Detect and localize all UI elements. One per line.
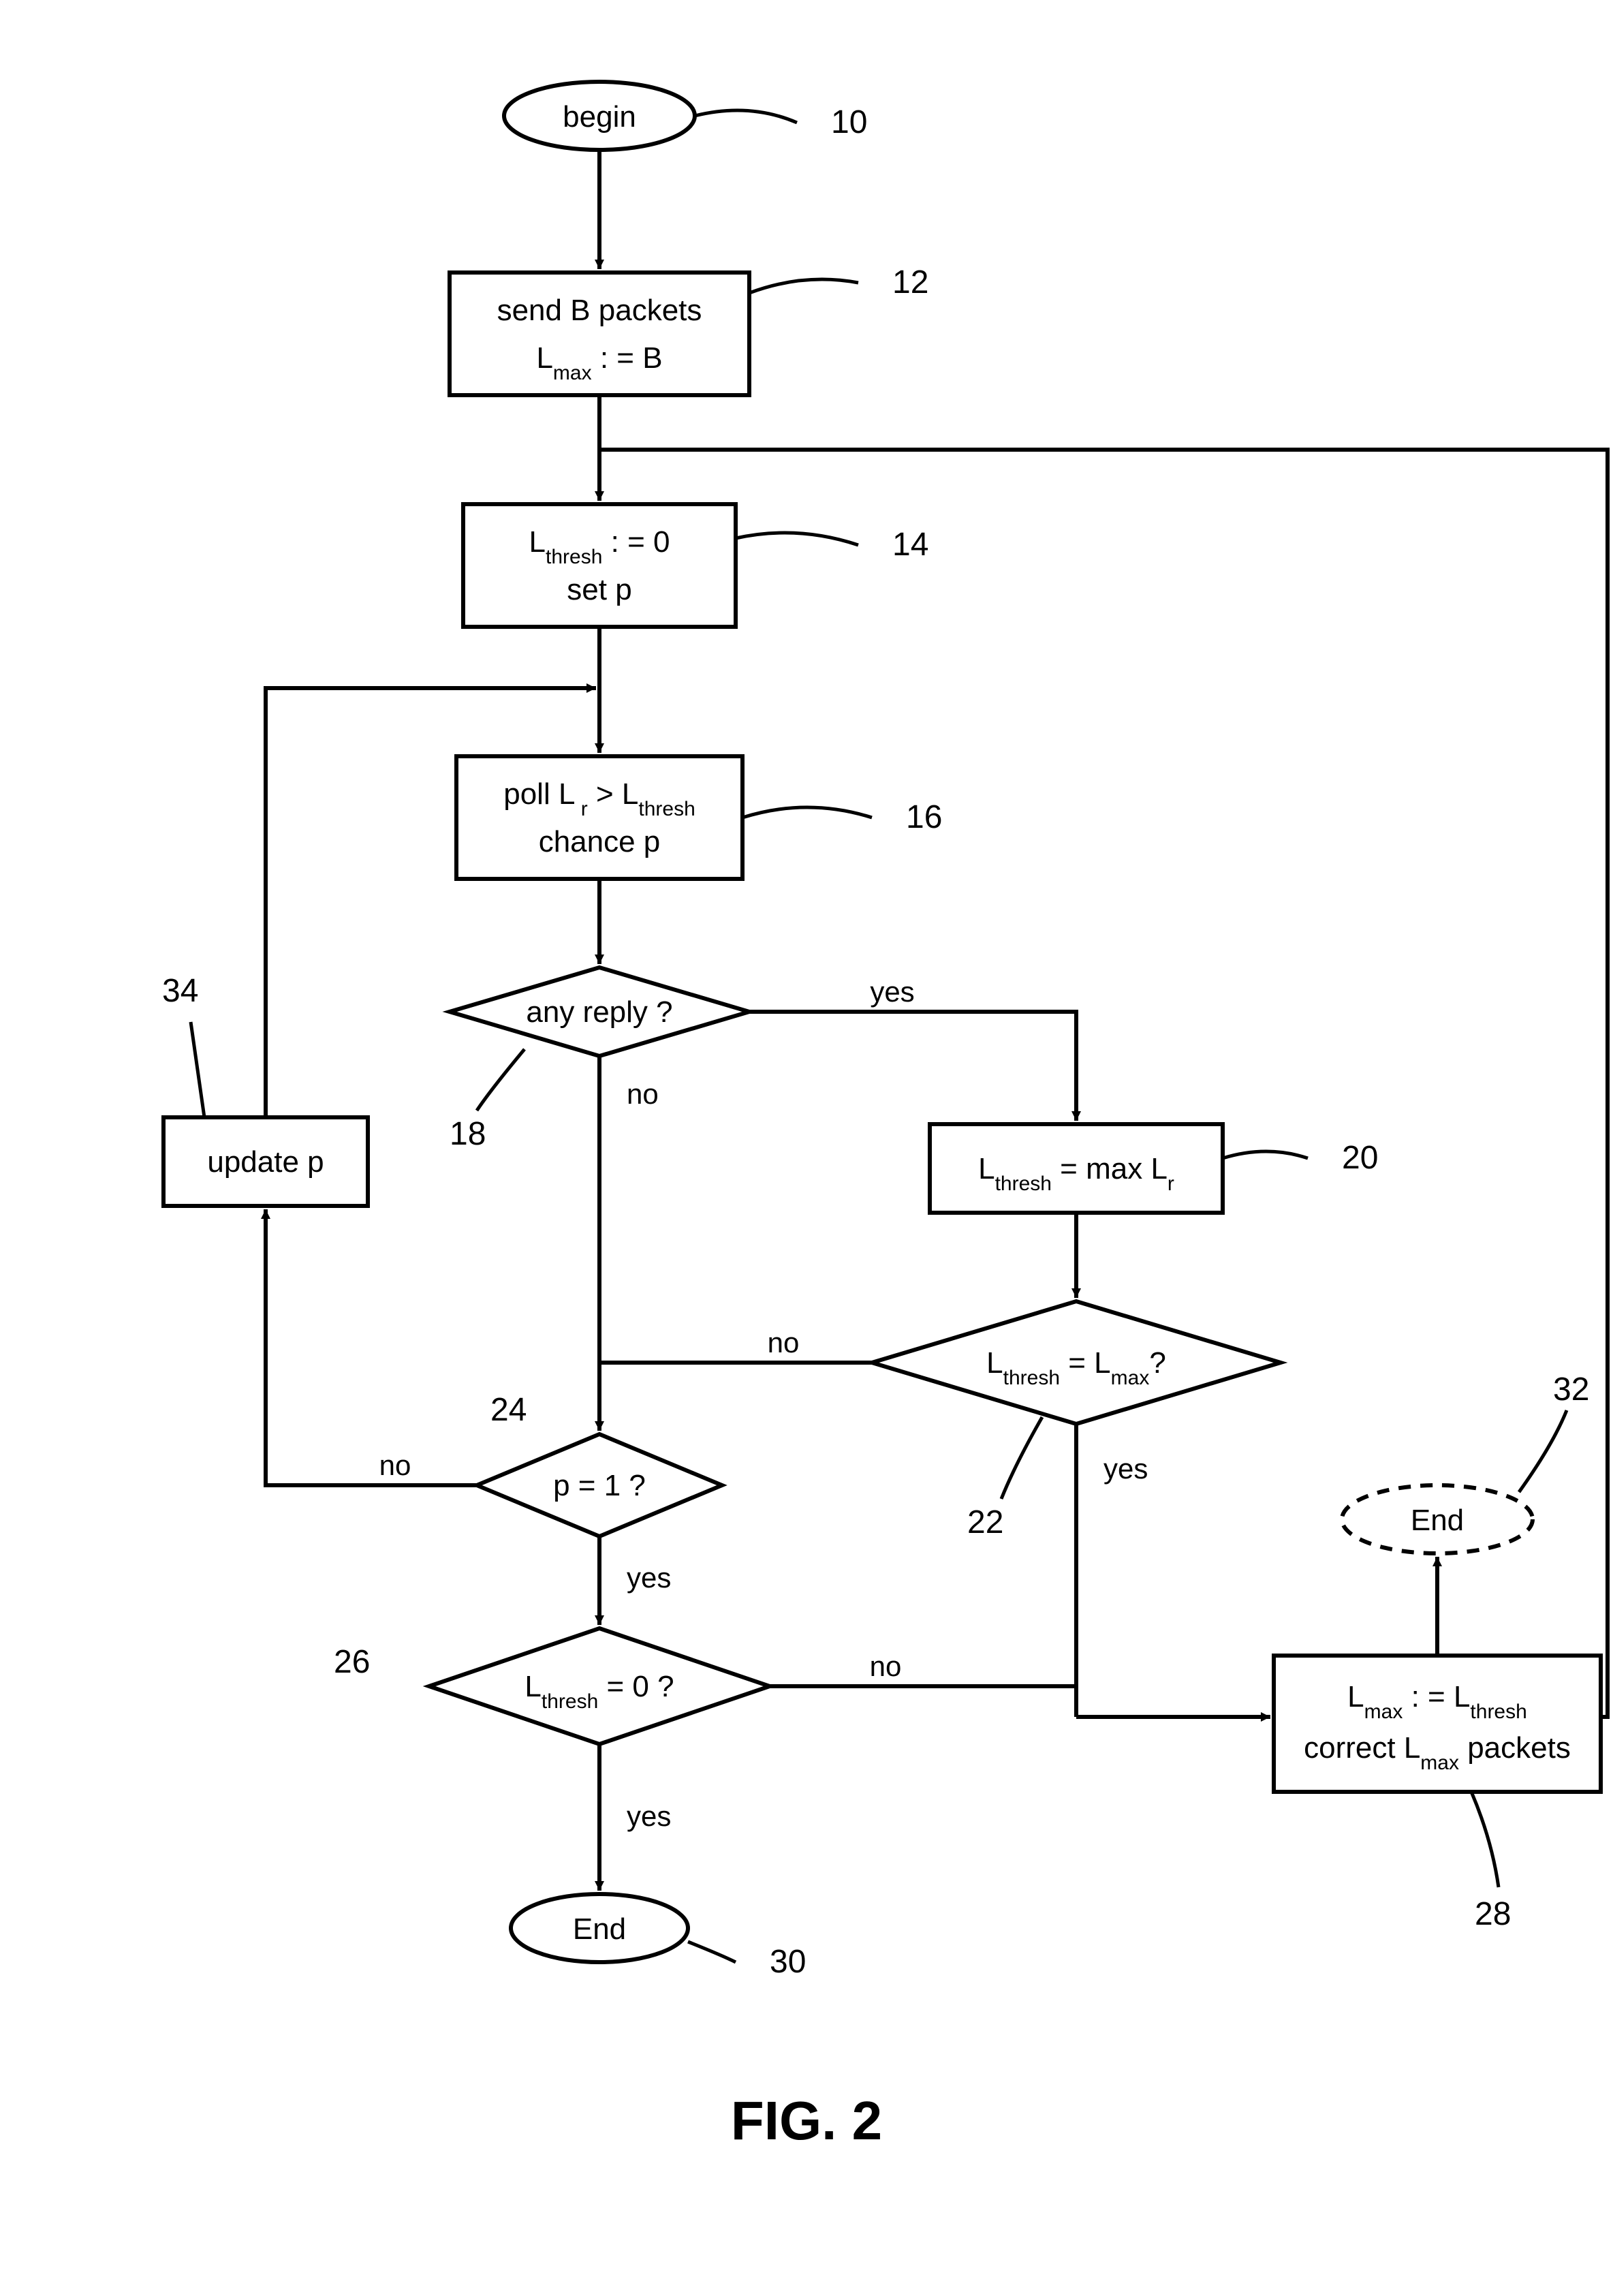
svg-text:update p: update p — [207, 1145, 324, 1179]
edge-22-24: no — [599, 1327, 872, 1363]
svg-text:chance p: chance p — [539, 825, 661, 858]
svg-text:set p: set p — [567, 573, 631, 606]
svg-text:14: 14 — [892, 527, 928, 563]
svg-text:p = 1 ?: p = 1 ? — [553, 1469, 646, 1502]
svg-text:no: no — [870, 1650, 902, 1682]
svg-text:12: 12 — [892, 264, 928, 300]
node-set-thresh: Lthresh : = 0 set p 14 — [463, 504, 928, 627]
edge-18-20: yes — [749, 976, 1076, 1121]
edge-22-28: yes — [1076, 1424, 1270, 1717]
svg-text:no: no — [627, 1078, 659, 1110]
node-set-thresh-max: Lthresh = max Lr 20 — [930, 1124, 1378, 1213]
svg-text:16: 16 — [906, 799, 942, 835]
svg-text:Lthresh = Lmax?: Lthresh = Lmax? — [986, 1346, 1166, 1389]
svg-text:32: 32 — [1553, 1371, 1589, 1408]
edge-26-28: no — [770, 1650, 1076, 1686]
svg-text:any reply ?: any reply ? — [526, 995, 672, 1029]
svg-text:End: End — [1411, 1504, 1464, 1537]
svg-text:send B packets: send B packets — [497, 294, 702, 327]
svg-text:no: no — [379, 1449, 411, 1481]
svg-text:34: 34 — [162, 973, 198, 1009]
edge-26-30: yes — [599, 1744, 671, 1891]
node-end: End 30 — [511, 1894, 806, 1980]
node-send-packets: send B packets Lmax : = B 12 — [450, 264, 928, 395]
svg-text:yes: yes — [1103, 1453, 1148, 1485]
svg-text:30: 30 — [770, 1944, 806, 1980]
svg-text:Lthresh : = 0: Lthresh : = 0 — [529, 525, 670, 568]
node-correct-packets: Lmax : = Lthresh correct Lmax packets 28 — [1274, 1656, 1601, 1932]
svg-text:10: 10 — [831, 104, 867, 140]
svg-text:yes: yes — [627, 1800, 671, 1832]
svg-text:24: 24 — [490, 1392, 527, 1428]
svg-text:yes: yes — [627, 1562, 671, 1594]
svg-text:28: 28 — [1475, 1896, 1511, 1932]
svg-text:End: End — [573, 1912, 626, 1946]
edge-24-26: yes — [599, 1536, 671, 1625]
figure-caption: FIG. 2 — [731, 2090, 882, 2151]
edge-18-24: no — [599, 1056, 659, 1431]
svg-text:20: 20 — [1342, 1140, 1378, 1176]
svg-text:Lthresh = max Lr: Lthresh = max Lr — [978, 1152, 1174, 1195]
node-poll: poll L r > Lthresh chance p 16 — [456, 756, 942, 879]
node-begin: begin 10 — [504, 82, 867, 150]
svg-text:26: 26 — [334, 1644, 370, 1680]
node-thresh-eq-0: Lthresh = 0 ? 26 — [334, 1628, 770, 1744]
svg-text:yes: yes — [870, 976, 914, 1008]
svg-text:correct Lmax packets: correct Lmax packets — [1304, 1731, 1571, 1774]
svg-text:22: 22 — [967, 1504, 1003, 1540]
svg-text:no: no — [768, 1327, 800, 1359]
flowchart-diagram: begin 10 send B packets Lmax : = B 12 Lt… — [0, 0, 1613, 2296]
svg-text:begin: begin — [563, 100, 636, 134]
svg-text:Lmax : = Lthresh: Lmax : = Lthresh — [1347, 1680, 1527, 1723]
node-end-dashed: End 32 — [1342, 1371, 1589, 1553]
edge-34-16 — [266, 688, 596, 1117]
svg-text:18: 18 — [450, 1116, 486, 1152]
svg-text:poll L r > Lthresh: poll L r > Lthresh — [503, 777, 695, 820]
svg-text:Lmax : = B: Lmax : = B — [536, 341, 662, 384]
svg-text:Lthresh = 0 ?: Lthresh = 0 ? — [524, 1670, 674, 1713]
edge-24-34: no — [266, 1209, 477, 1485]
